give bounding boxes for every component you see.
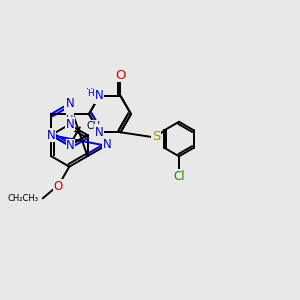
Text: N: N <box>47 129 56 142</box>
Text: N: N <box>66 118 74 131</box>
Text: Cl: Cl <box>173 170 185 183</box>
Text: O: O <box>54 179 63 193</box>
Text: H: H <box>87 89 94 98</box>
Text: N: N <box>66 97 74 110</box>
Text: N: N <box>66 139 75 152</box>
Text: H: H <box>66 103 74 113</box>
Text: S: S <box>152 130 160 142</box>
Text: CH₂CH₃: CH₂CH₃ <box>7 194 38 203</box>
Text: N: N <box>65 97 74 110</box>
Text: N: N <box>94 124 103 138</box>
Text: N: N <box>95 126 104 139</box>
Text: N: N <box>103 138 111 151</box>
Text: O: O <box>115 69 126 82</box>
Text: N: N <box>95 89 104 102</box>
Text: N: N <box>94 91 103 103</box>
Text: H: H <box>86 88 94 98</box>
Text: CH₃: CH₃ <box>86 121 104 131</box>
Text: H: H <box>66 115 74 125</box>
